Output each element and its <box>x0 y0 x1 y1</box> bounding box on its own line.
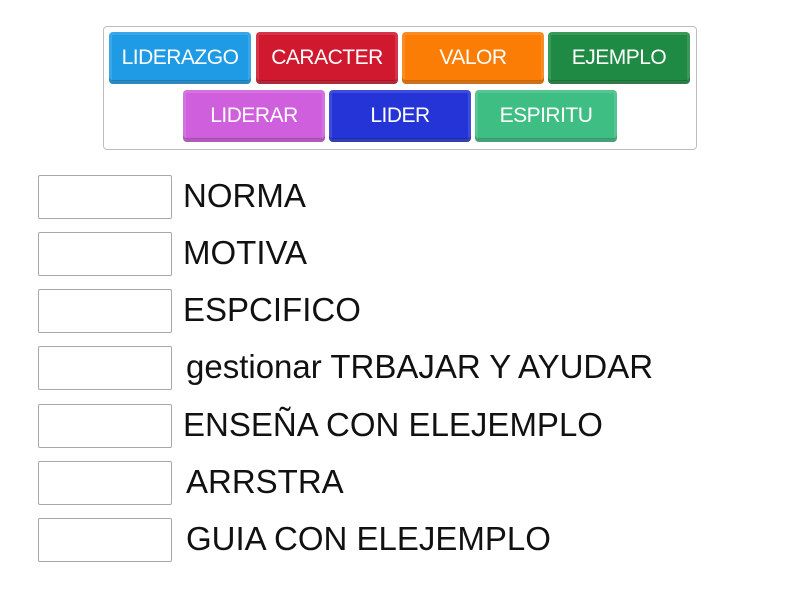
drop-box[interactable] <box>38 175 172 219</box>
drop-box[interactable] <box>38 404 172 448</box>
item-label: gestionar TRBAJAR Y AYUDAR <box>186 348 654 385</box>
word-bank <box>103 26 697 150</box>
item-label: MOTIVA <box>183 234 308 271</box>
drop-box[interactable] <box>38 346 172 390</box>
tile-liderazgo[interactable]: LIDERAZGO <box>109 32 251 84</box>
drop-box[interactable] <box>38 289 172 333</box>
drop-box[interactable] <box>38 461 172 505</box>
drop-box[interactable] <box>38 232 172 276</box>
tile-espiritu[interactable]: ESPIRITU <box>475 90 617 142</box>
item-label: ENSEÑA CON ELEJEMPLO <box>183 406 603 443</box>
tile-valor[interactable]: VALOR <box>402 32 544 84</box>
drop-box[interactable] <box>38 518 172 562</box>
item-label: ARRSTRA <box>186 463 344 500</box>
tile-ejemplo[interactable]: EJEMPLO <box>548 32 690 84</box>
tile-lider[interactable]: LIDER <box>329 90 471 142</box>
item-label: ESPCIFICO <box>183 291 361 328</box>
tile-caracter[interactable]: CARACTER <box>256 32 398 84</box>
tile-liderar[interactable]: LIDERAR <box>183 90 325 142</box>
item-label: NORMA <box>183 177 306 214</box>
item-label: GUIA CON ELEJEMPLO <box>186 520 551 557</box>
